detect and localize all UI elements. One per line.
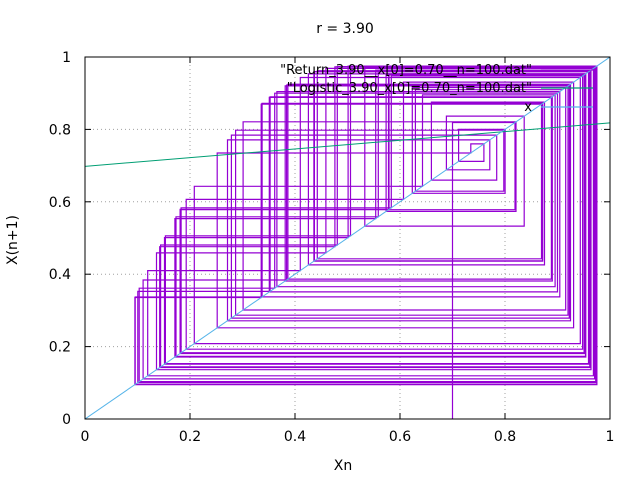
x-tick-label: 0.2 — [179, 429, 201, 445]
legend-label: x — [524, 100, 532, 115]
y-tick-label: 0.2 — [49, 340, 71, 356]
legend-label: "Logistic_3.90_x[0]=0.70_n=100.dat" — [287, 81, 532, 96]
y-tick-label: 1 — [62, 50, 71, 66]
y-tick-label: 0.4 — [49, 267, 71, 283]
x-tick-label: 0.8 — [494, 429, 516, 445]
legend-label: "Return_3.90__x[0]=0.70__n=100.dat" — [280, 63, 532, 78]
axis-ticks: 0 0.2 0.4 0.6 0.8 1 0 0.2 0.4 0.6 0.8 1 — [49, 50, 615, 445]
y-tick-label: 0.6 — [49, 195, 71, 211]
y-tick-label: 0.8 — [49, 122, 71, 138]
plot-frame — [84, 56, 611, 420]
x-tick-label: 0.4 — [284, 429, 306, 445]
x-axis-label: Xn — [334, 458, 352, 474]
y-axis-label: X(n+1) — [5, 215, 21, 265]
y-tick-label: 0 — [62, 412, 71, 428]
series-return-cobweb — [134, 65, 598, 419]
x-tick-label: 1 — [606, 429, 615, 445]
series-logistic-line — [85, 122, 610, 167]
x-tick-label: 0 — [81, 429, 90, 445]
series-x-line — [85, 57, 610, 419]
chart-title: r = 3.90 — [316, 21, 374, 37]
legend: "Return_3.90__x[0]=0.70__n=100.dat" "Logi… — [280, 63, 593, 115]
series-layer — [85, 57, 610, 419]
x-tick-label: 0.6 — [389, 429, 411, 445]
